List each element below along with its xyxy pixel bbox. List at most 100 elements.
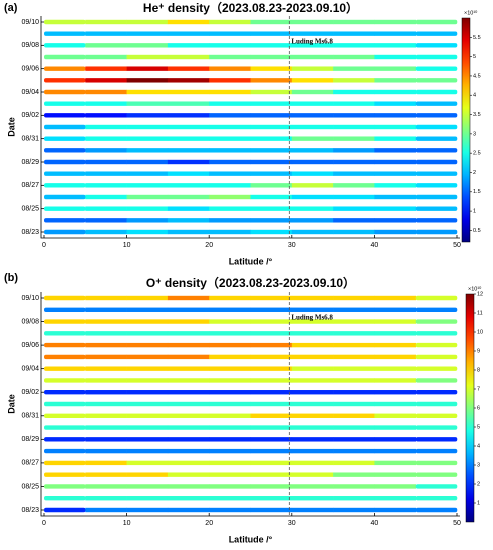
track-cell: [374, 448, 416, 454]
track-cell: [126, 390, 169, 395]
y-tick-label: 09/02: [21, 389, 39, 396]
track-cell: [85, 378, 127, 383]
track-cell: [291, 43, 334, 48]
track-cell: [85, 319, 127, 324]
track-cell: [333, 113, 375, 118]
x-tick-label: 30: [288, 242, 296, 249]
track-cell: [415, 307, 458, 312]
track-cell: [167, 413, 210, 418]
track-cell: [250, 496, 293, 501]
track-cell: [415, 460, 458, 466]
track-cell: [126, 148, 169, 153]
track-cell: [44, 319, 86, 324]
track-cell: [126, 136, 169, 141]
track-cell: [291, 113, 334, 118]
track-cell: [44, 342, 86, 348]
track-cell: [209, 113, 251, 118]
track-cell: [374, 19, 416, 25]
track-cell: [44, 401, 86, 407]
track-cell: [209, 295, 251, 301]
track-cell: [85, 43, 127, 48]
track-cell: [291, 354, 334, 360]
track-cell: [250, 319, 293, 324]
track-cell: [333, 342, 375, 348]
track-cell: [291, 496, 334, 501]
track-cell: [374, 89, 416, 95]
track-cell: [44, 171, 86, 176]
y-axis-label: Date: [6, 117, 16, 137]
colorbar: [465, 293, 475, 523]
colorbar-tick-label: 6: [477, 405, 480, 411]
track-cell: [126, 229, 169, 235]
track-cell: [333, 159, 375, 165]
track-cell: [167, 124, 210, 130]
track-cell: [85, 425, 127, 430]
track-cell: [291, 78, 334, 83]
track-cell: [44, 159, 86, 165]
track-cell: [44, 307, 86, 312]
track-cell: [209, 342, 251, 348]
track-cell: [85, 354, 127, 360]
track-cell: [333, 78, 375, 83]
track-cell: [126, 448, 169, 454]
colorbar-tick-label: 4.5: [473, 73, 481, 79]
colorbar-tick-label: 4: [477, 443, 480, 449]
track-cell: [250, 354, 293, 360]
track-cell: [291, 413, 334, 418]
track-cell: [250, 89, 293, 95]
track-cell: [291, 148, 334, 153]
colorbar-unit: ×10¹⁰: [464, 9, 478, 16]
track-cell: [167, 331, 210, 336]
track-cell: [85, 342, 127, 348]
track-cell: [415, 342, 458, 348]
track-cell: [333, 507, 375, 513]
track-cell: [374, 54, 416, 60]
track-cell: [44, 354, 86, 360]
track-cell: [333, 206, 375, 211]
track-cell: [167, 159, 210, 165]
track-cell: [333, 194, 375, 200]
track-cell: [415, 159, 458, 165]
track-cell: [291, 136, 334, 141]
track-cell: [250, 378, 293, 383]
track-cell: [44, 507, 86, 513]
track-cell: [333, 101, 375, 106]
track-cell: [167, 218, 210, 223]
colorbar-tick-label: 3: [477, 462, 480, 468]
track-cell: [44, 89, 86, 95]
track-cell: [374, 206, 416, 211]
track-cell: [333, 218, 375, 223]
track-cell: [250, 401, 293, 407]
track-cell: [333, 472, 375, 477]
track-cell: [250, 124, 293, 130]
track-cell: [126, 425, 169, 430]
track-cell: [209, 496, 251, 501]
track-cell: [250, 342, 293, 348]
colorbar-tick-label: 1.5: [473, 189, 481, 195]
track-cell: [291, 448, 334, 454]
axis-frame: [40, 16, 460, 239]
track-cell: [415, 19, 458, 25]
track-cell: [374, 218, 416, 223]
event-annotation: Luding Ms6.8: [291, 38, 333, 46]
track-cell: [374, 390, 416, 395]
track-cell: [333, 425, 375, 430]
track-cell: [333, 319, 375, 324]
track-cell: [209, 366, 251, 371]
x-tick-label: 10: [123, 242, 131, 249]
track-cell: [374, 472, 416, 477]
chart-title: O⁺ density（2023.08.23-2023.09.10）: [146, 275, 355, 290]
x-tick-label: 10: [123, 520, 131, 527]
y-tick-label: 09/04: [21, 89, 39, 96]
track-cell: [250, 113, 293, 118]
track-cell: [126, 218, 169, 223]
track-cell: [209, 218, 251, 223]
track-cell: [44, 101, 86, 106]
track-cell: [415, 218, 458, 223]
track-cell: [415, 507, 458, 513]
track-cell: [374, 413, 416, 418]
track-cell: [126, 194, 169, 200]
track-cell: [415, 472, 458, 477]
track-cell: [291, 507, 334, 513]
